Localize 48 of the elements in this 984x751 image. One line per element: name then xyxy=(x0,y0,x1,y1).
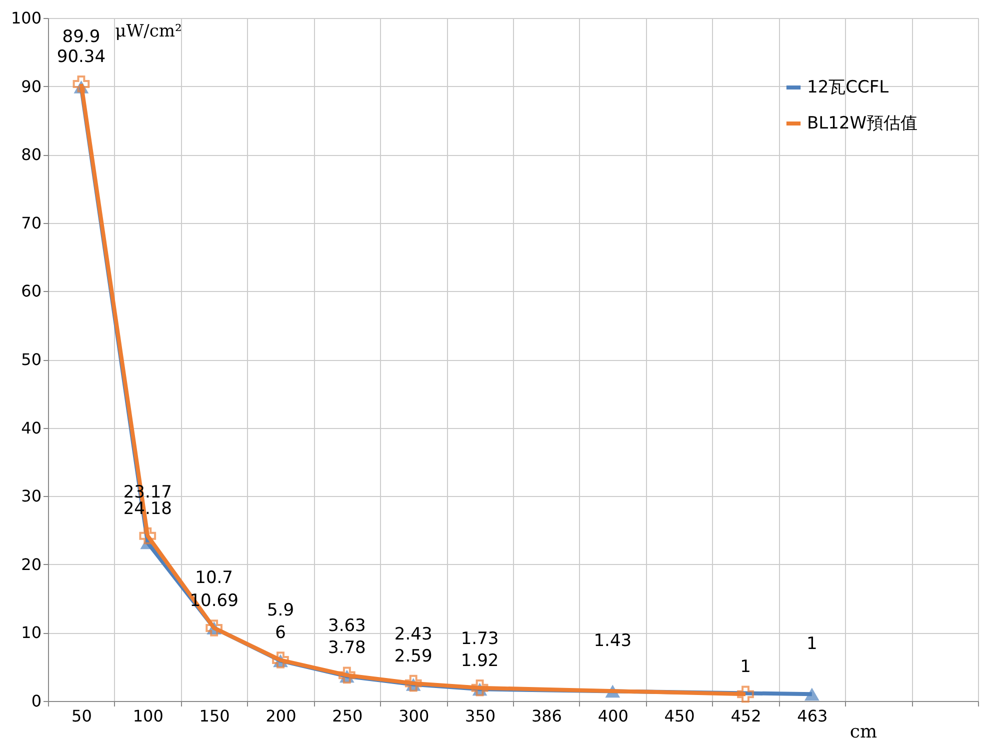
data-label: 2.43 xyxy=(394,624,432,644)
point xyxy=(338,666,356,684)
x-tick-label: 250 xyxy=(332,706,363,726)
data-label: 89.9 xyxy=(62,26,100,47)
y-tick-label: 50 xyxy=(21,350,42,369)
data-label: 2.59 xyxy=(394,646,432,666)
legend-label: BL12W預估值 xyxy=(807,114,918,134)
data-label: 1.73 xyxy=(460,629,499,650)
data-label: 1.92 xyxy=(460,650,499,671)
x-tick-label: 150 xyxy=(199,706,230,726)
data-label: 1 xyxy=(806,634,818,654)
x-tick-label: 452 xyxy=(730,706,762,726)
data-label: 3.63 xyxy=(328,616,366,636)
x-tick-label: 200 xyxy=(266,706,296,726)
y-tick-label: 10 xyxy=(21,623,42,642)
y-tick-label: 90 xyxy=(21,76,42,96)
data-label: 6 xyxy=(275,623,286,644)
x-tick-label: 100 xyxy=(132,706,164,726)
point xyxy=(471,679,488,696)
point xyxy=(139,527,156,544)
y-tick-label: 40 xyxy=(21,418,42,438)
point xyxy=(404,674,422,692)
x-tick-label: 400 xyxy=(598,706,628,726)
x-axis-title: cm xyxy=(850,722,878,742)
data-label: 10.7 xyxy=(195,568,233,588)
data-label: 90.34 xyxy=(56,46,106,67)
data-label: 3.78 xyxy=(328,638,366,658)
x-tick-label: 300 xyxy=(398,706,430,726)
x-tick-label: 386 xyxy=(531,706,562,726)
point xyxy=(72,76,90,92)
y-tick-label: 60 xyxy=(21,282,42,301)
data-label: 5.9 xyxy=(266,600,294,621)
x-tick-label: 450 xyxy=(664,706,695,726)
x-tick-label: 350 xyxy=(465,706,496,726)
data-label: 1 xyxy=(740,657,751,678)
point xyxy=(804,688,820,701)
y-tick-label: 80 xyxy=(21,145,42,164)
y-tick-label: 20 xyxy=(21,554,42,574)
data-label: 1.43 xyxy=(594,631,632,652)
x-tick-label: 463 xyxy=(797,706,828,726)
x-tick-label: 50 xyxy=(72,706,92,726)
y-tick-label: 100 xyxy=(10,8,42,28)
y-tick-label: 70 xyxy=(21,213,42,232)
y-tick-label: 0 xyxy=(31,692,42,710)
y-tick-label: 30 xyxy=(21,486,42,506)
y-axis-title: μW/cm² xyxy=(115,22,182,42)
point xyxy=(737,686,754,703)
legend-label: 12瓦CCFL xyxy=(807,78,890,98)
